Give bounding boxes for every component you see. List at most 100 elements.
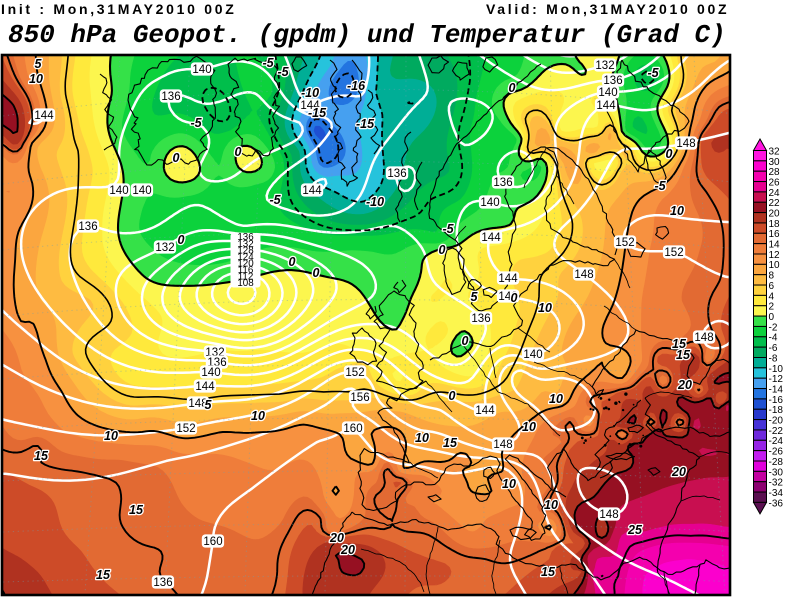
svg-text:-5: -5	[647, 66, 659, 80]
svg-text:-34: -34	[769, 488, 784, 499]
svg-text:5: 5	[35, 57, 43, 71]
svg-text:-5: -5	[654, 179, 666, 193]
svg-text:10: 10	[522, 420, 536, 434]
svg-text:132: 132	[237, 239, 253, 250]
svg-text:-16: -16	[769, 395, 784, 406]
svg-text:14: 14	[769, 240, 781, 251]
svg-text:112: 112	[238, 272, 254, 283]
svg-text:136: 136	[153, 577, 172, 589]
svg-text:148: 148	[574, 269, 593, 281]
svg-text:5: 5	[205, 398, 213, 412]
svg-text:-15: -15	[356, 117, 375, 131]
svg-text:-24: -24	[769, 436, 784, 447]
svg-text:8: 8	[769, 271, 775, 282]
svg-text:4: 4	[769, 291, 775, 302]
svg-text:-2: -2	[769, 322, 778, 333]
svg-text:0: 0	[462, 334, 469, 348]
svg-text:2: 2	[769, 302, 775, 313]
svg-text:20: 20	[769, 209, 781, 220]
svg-text:140: 140	[192, 64, 211, 76]
svg-text:148: 148	[599, 509, 618, 521]
svg-text:-10: -10	[769, 364, 784, 375]
svg-text:160: 160	[203, 536, 222, 548]
svg-text:144: 144	[34, 110, 54, 122]
svg-text:-10: -10	[301, 86, 319, 100]
svg-text:152: 152	[615, 237, 634, 249]
svg-text:116: 116	[238, 265, 254, 276]
svg-text:144: 144	[195, 381, 215, 393]
svg-text:152: 152	[176, 423, 195, 435]
svg-text:0: 0	[769, 312, 775, 323]
svg-text:136: 136	[387, 168, 406, 180]
svg-text:144: 144	[596, 100, 616, 112]
svg-text:140: 140	[480, 197, 499, 209]
svg-text:-12: -12	[769, 374, 784, 385]
svg-text:144: 144	[481, 232, 501, 244]
svg-text:10: 10	[769, 260, 781, 271]
svg-text:15: 15	[443, 436, 458, 450]
svg-text:0: 0	[666, 147, 673, 161]
svg-text:10: 10	[549, 392, 563, 406]
svg-text:136: 136	[493, 177, 512, 189]
svg-text:140: 140	[201, 367, 220, 379]
svg-text:136: 136	[78, 221, 97, 233]
svg-text:20: 20	[671, 465, 686, 479]
svg-text:25: 25	[627, 523, 643, 537]
svg-text:140: 140	[132, 185, 151, 197]
svg-text:136: 136	[161, 91, 180, 103]
svg-text:-28: -28	[769, 457, 784, 468]
svg-text:144: 144	[300, 100, 320, 112]
svg-text:10: 10	[415, 431, 429, 445]
svg-text:148: 148	[676, 138, 695, 150]
svg-text:-6: -6	[769, 343, 778, 354]
svg-text:108: 108	[237, 278, 254, 289]
svg-text:-4: -4	[769, 333, 778, 344]
svg-text:20: 20	[340, 543, 355, 557]
svg-text:-32: -32	[769, 478, 784, 489]
svg-text:-18: -18	[769, 405, 784, 416]
svg-text:20: 20	[677, 378, 692, 392]
svg-text:124: 124	[237, 252, 254, 263]
svg-text:26: 26	[769, 177, 781, 188]
svg-text:15: 15	[34, 449, 49, 463]
svg-text:132: 132	[595, 60, 614, 72]
svg-text:15: 15	[672, 337, 687, 351]
svg-text:5: 5	[471, 290, 479, 304]
svg-text:12: 12	[769, 250, 781, 261]
svg-text:18: 18	[769, 219, 781, 230]
svg-text:120: 120	[237, 258, 254, 269]
svg-text:0: 0	[511, 291, 518, 305]
svg-text:148: 148	[493, 439, 512, 451]
svg-text:136: 136	[603, 75, 622, 87]
svg-text:-5: -5	[269, 193, 281, 207]
svg-text:28: 28	[769, 167, 781, 178]
svg-text:148: 148	[694, 332, 713, 344]
svg-text:0: 0	[449, 389, 456, 403]
svg-text:152: 152	[664, 247, 683, 259]
svg-text:0: 0	[439, 243, 446, 257]
svg-text:144: 144	[302, 185, 322, 197]
svg-text:24: 24	[769, 188, 781, 199]
svg-text:-10: -10	[366, 195, 384, 209]
svg-text:0: 0	[173, 151, 180, 165]
svg-text:0: 0	[313, 266, 320, 280]
svg-text:10: 10	[538, 301, 552, 315]
svg-text:136: 136	[471, 313, 490, 325]
svg-text:0: 0	[235, 145, 242, 159]
svg-text:144: 144	[498, 273, 518, 285]
svg-text:15: 15	[129, 503, 144, 517]
svg-text:-5: -5	[277, 65, 289, 79]
svg-text:10: 10	[544, 498, 558, 512]
svg-text:10: 10	[104, 429, 118, 443]
svg-text:140: 140	[498, 291, 517, 303]
svg-text:-5: -5	[262, 56, 274, 70]
svg-text:16: 16	[769, 229, 781, 240]
svg-text:-26: -26	[769, 447, 784, 458]
svg-text:15: 15	[676, 348, 691, 362]
svg-text:152: 152	[345, 367, 364, 379]
svg-text:128: 128	[237, 245, 254, 256]
svg-text:15: 15	[541, 565, 556, 579]
svg-text:140: 140	[523, 349, 542, 361]
svg-text:140: 140	[598, 87, 617, 99]
svg-text:20: 20	[329, 531, 344, 545]
